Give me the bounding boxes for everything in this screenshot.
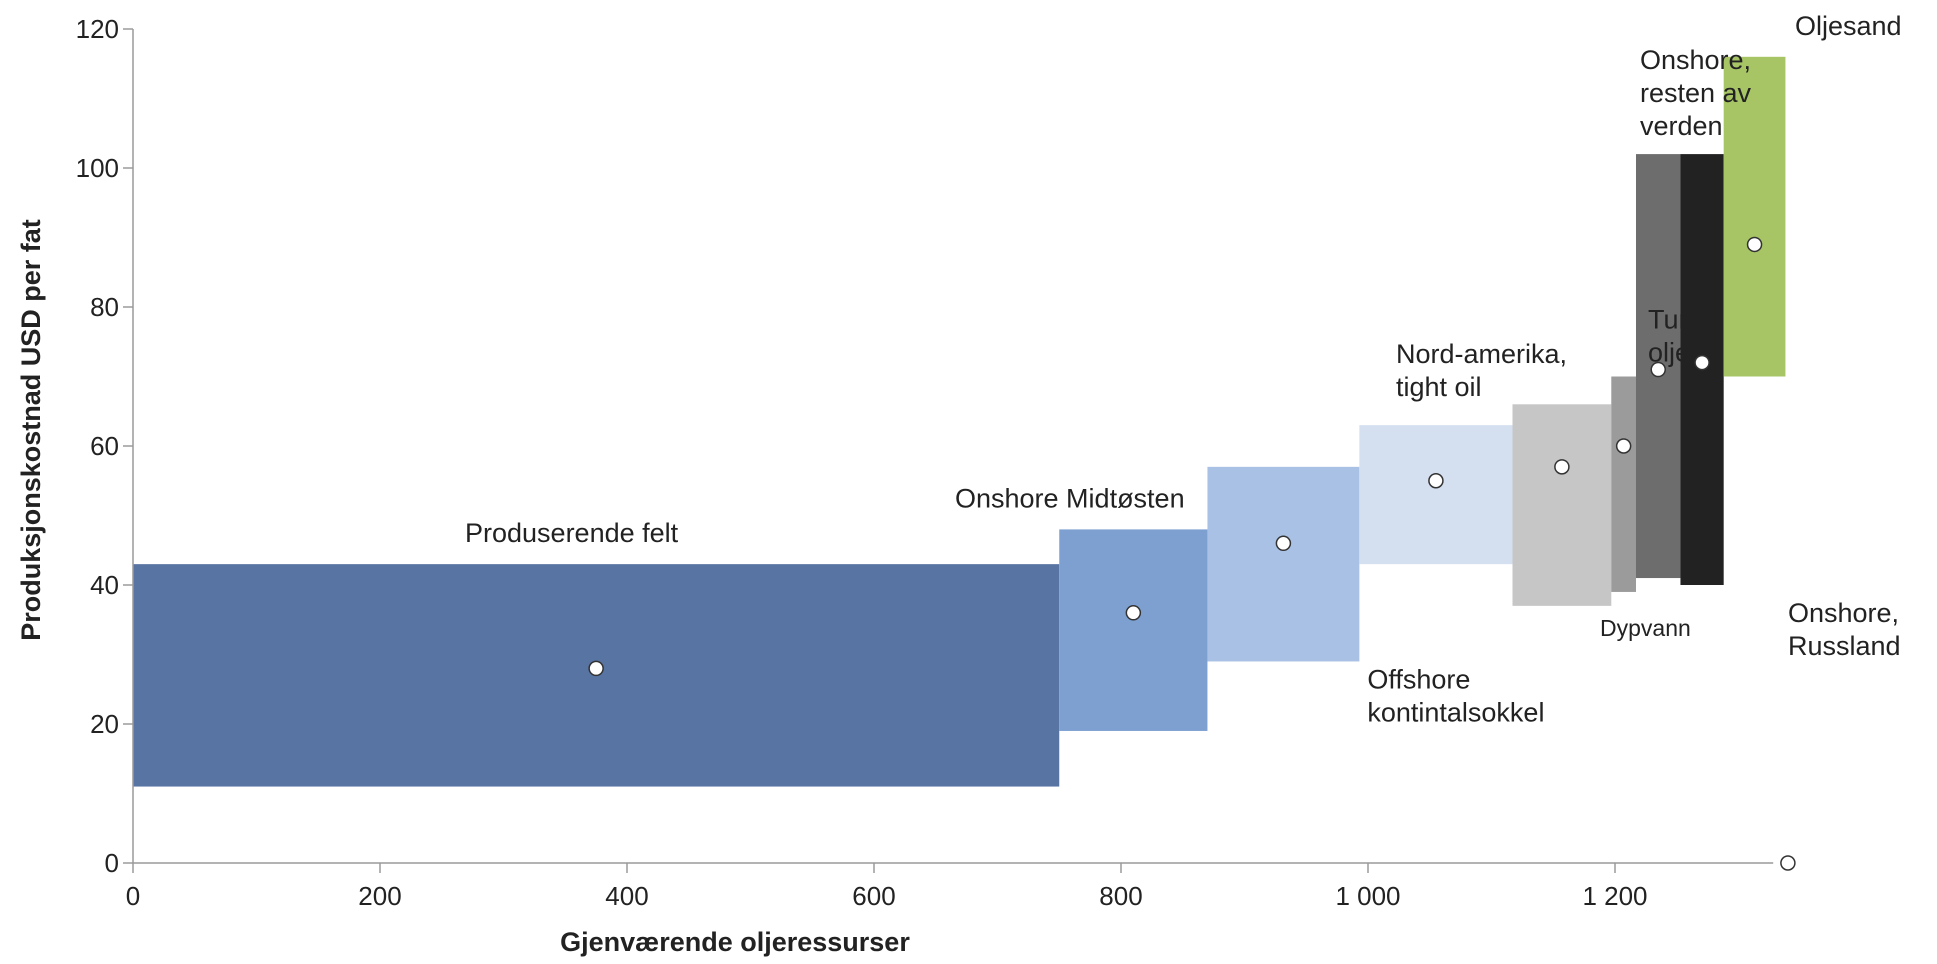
y-tick-label: 40 — [90, 570, 119, 600]
y-tick-label: 0 — [105, 848, 119, 878]
label-line: tight oil — [1396, 372, 1482, 402]
marker-dypvann — [1554, 459, 1570, 475]
y-axis-title: Produksjonskostnad USD per fat — [16, 219, 46, 641]
label-onshore-midtsten: Onshore Midtøsten — [955, 483, 1185, 513]
label-line: verden — [1640, 111, 1723, 141]
label-nord-amerika-tight-oil: Nord-amerika, tight oil — [1396, 339, 1567, 402]
marker-onshore-midtsten — [1125, 605, 1142, 621]
marker-offshore-kontintalsokkel — [1275, 535, 1292, 552]
bars-layer — [133, 56, 1786, 787]
label-line: Tung — [1648, 305, 1709, 335]
marker-nord-amerika-tight-oil — [1428, 473, 1444, 489]
label-dypvann: Dypvann — [1600, 615, 1691, 641]
label-onshore-russland: Onshore, Russland — [1788, 598, 1901, 661]
marker-onshore-resten-av-verden — [1650, 361, 1666, 378]
label-line: Russland — [1788, 631, 1901, 661]
label-line: Onshore, — [1640, 45, 1751, 75]
y-tick-label: 80 — [90, 292, 119, 322]
y-tick-label: 100 — [76, 153, 119, 183]
label-offshore-kontintalsokkel: Offshore kontintalsokkel — [1367, 664, 1544, 727]
y-tick-label: 120 — [76, 14, 119, 44]
marker-tung-olje — [1615, 438, 1632, 454]
x-tick-label: 1 000 — [1335, 881, 1400, 911]
bar-oljesand — [1723, 56, 1786, 377]
label-line: resten av — [1640, 78, 1752, 108]
bar-tung-olje — [1611, 376, 1636, 592]
y-tick-label: 60 — [90, 431, 119, 461]
label-line: kontintalsokkel — [1367, 697, 1544, 727]
x-tick-label: 1 200 — [1582, 881, 1647, 911]
labels-layer: Produserende felt Onshore Midtøsten Offsho… — [465, 11, 1902, 728]
bar-dypvann — [1512, 404, 1612, 606]
marker-axis-end — [1780, 855, 1796, 871]
x-tick-label: 200 — [358, 881, 401, 911]
label-onshore-resten-av-verden: Onshore, resten av verden — [1640, 45, 1752, 141]
label-line: Offshore — [1367, 664, 1470, 694]
bar-offshore-kontintalsokkel — [1207, 466, 1360, 662]
label-oljesand: Oljesand — [1795, 11, 1902, 41]
bar-nord-amerika-tight-oil — [1359, 425, 1513, 565]
x-tick-label: 0 — [126, 881, 140, 911]
y-tick-label: 20 — [90, 709, 119, 739]
label-line: olje — [1648, 338, 1690, 368]
x-axis-title: Gjenværende oljeressurser — [560, 927, 910, 957]
label-tung-olje: Tung olje — [1648, 305, 1709, 368]
label-line: Onshore, — [1788, 598, 1899, 628]
x-tick-label: 600 — [852, 881, 895, 911]
label-line: Dypvann — [1600, 615, 1691, 641]
label-produserende-felt: Produserende felt — [465, 518, 679, 548]
label-line: Nord-amerika, — [1396, 339, 1567, 369]
x-tick-label: 400 — [605, 881, 648, 911]
bar-onshore-midtsten — [1059, 529, 1208, 731]
marker-produserende-felt — [588, 660, 604, 677]
label-line: Produserende felt — [465, 518, 679, 548]
axes-layer: 0 20 40 60 80 100 120 0 200 400 600 800 1 000 1 200 — [76, 14, 1774, 911]
label-line: Oljesand — [1795, 11, 1902, 41]
x-tick-label: 800 — [1099, 881, 1142, 911]
label-line: Onshore Midtøsten — [955, 483, 1185, 513]
markers-layer — [588, 236, 1796, 871]
marker-onshore-russland — [1694, 354, 1710, 371]
marker-oljesand — [1746, 236, 1763, 253]
